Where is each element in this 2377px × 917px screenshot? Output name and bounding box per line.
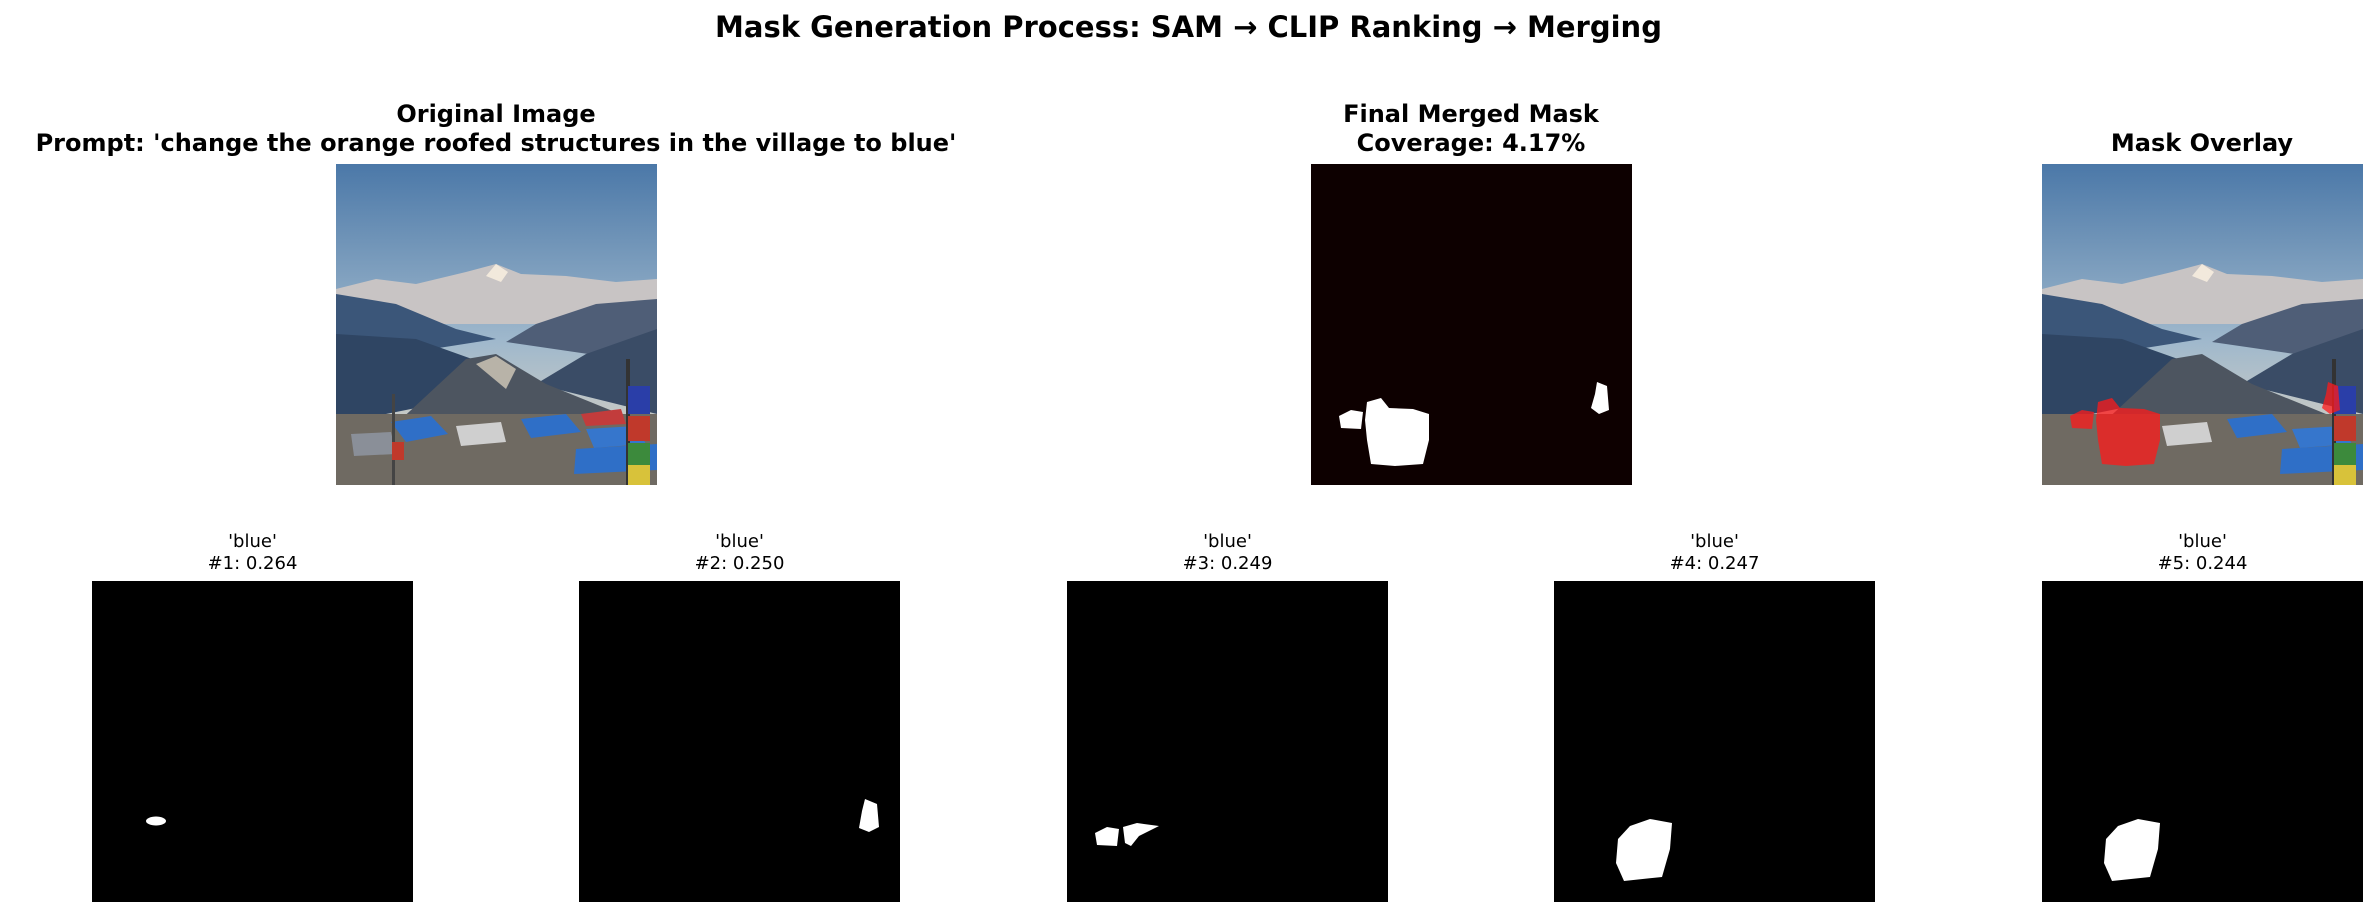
mask-1-label: 'blue' <box>228 531 277 552</box>
mask-1 <box>92 581 413 902</box>
mask-1-region <box>146 816 166 826</box>
mask-3-region-2 <box>1123 823 1159 846</box>
prompt-text: Prompt: 'change the orange roofed struct… <box>35 129 957 157</box>
mask-5 <box>2042 581 2363 902</box>
mask-3 <box>1067 581 1388 902</box>
original-image-title: Original Image <box>396 100 596 128</box>
overlay-highlight-3 <box>2322 382 2340 414</box>
merged-region-2 <box>1365 398 1429 466</box>
figure-title: Mask Generation Process: SAM → CLIP Rank… <box>715 10 1662 44</box>
overlay-title: Mask Overlay <box>2110 129 2294 157</box>
mask-4 <box>1554 581 1875 902</box>
mask-5-region <box>2104 819 2160 881</box>
overlay-image <box>2042 164 2363 485</box>
overlay-highlight-1 <box>2070 410 2094 429</box>
merged-region-3 <box>1591 382 1609 414</box>
mask-3-region-1 <box>1095 827 1119 846</box>
overlay-highlight-2 <box>2096 398 2160 466</box>
overlay-scene <box>2042 164 2363 485</box>
original-image <box>336 164 657 485</box>
mask-2-label: 'blue' <box>715 531 764 552</box>
merged-mask <box>1311 164 1632 485</box>
mask-2-score: #2: 0.250 <box>694 553 785 574</box>
merged-mask-title: Final Merged Mask <box>1343 100 1599 128</box>
village-scene <box>336 164 657 485</box>
merged-region-1 <box>1339 410 1363 429</box>
mask-5-label: 'blue' <box>2178 531 2227 552</box>
mask-3-score: #3: 0.249 <box>1182 553 1273 574</box>
mask-4-score: #4: 0.247 <box>1669 553 1760 574</box>
mask-3-label: 'blue' <box>1203 531 1252 552</box>
mask-2 <box>579 581 900 902</box>
mask-4-label: 'blue' <box>1690 531 1739 552</box>
mask-4-region <box>1616 819 1672 881</box>
mask-2-region <box>859 799 879 832</box>
mask-5-score: #5: 0.244 <box>2157 553 2248 574</box>
mask-1-score: #1: 0.264 <box>207 553 298 574</box>
coverage-text: Coverage: 4.17% <box>1356 129 1586 157</box>
merged-mask-background <box>1311 164 1632 485</box>
